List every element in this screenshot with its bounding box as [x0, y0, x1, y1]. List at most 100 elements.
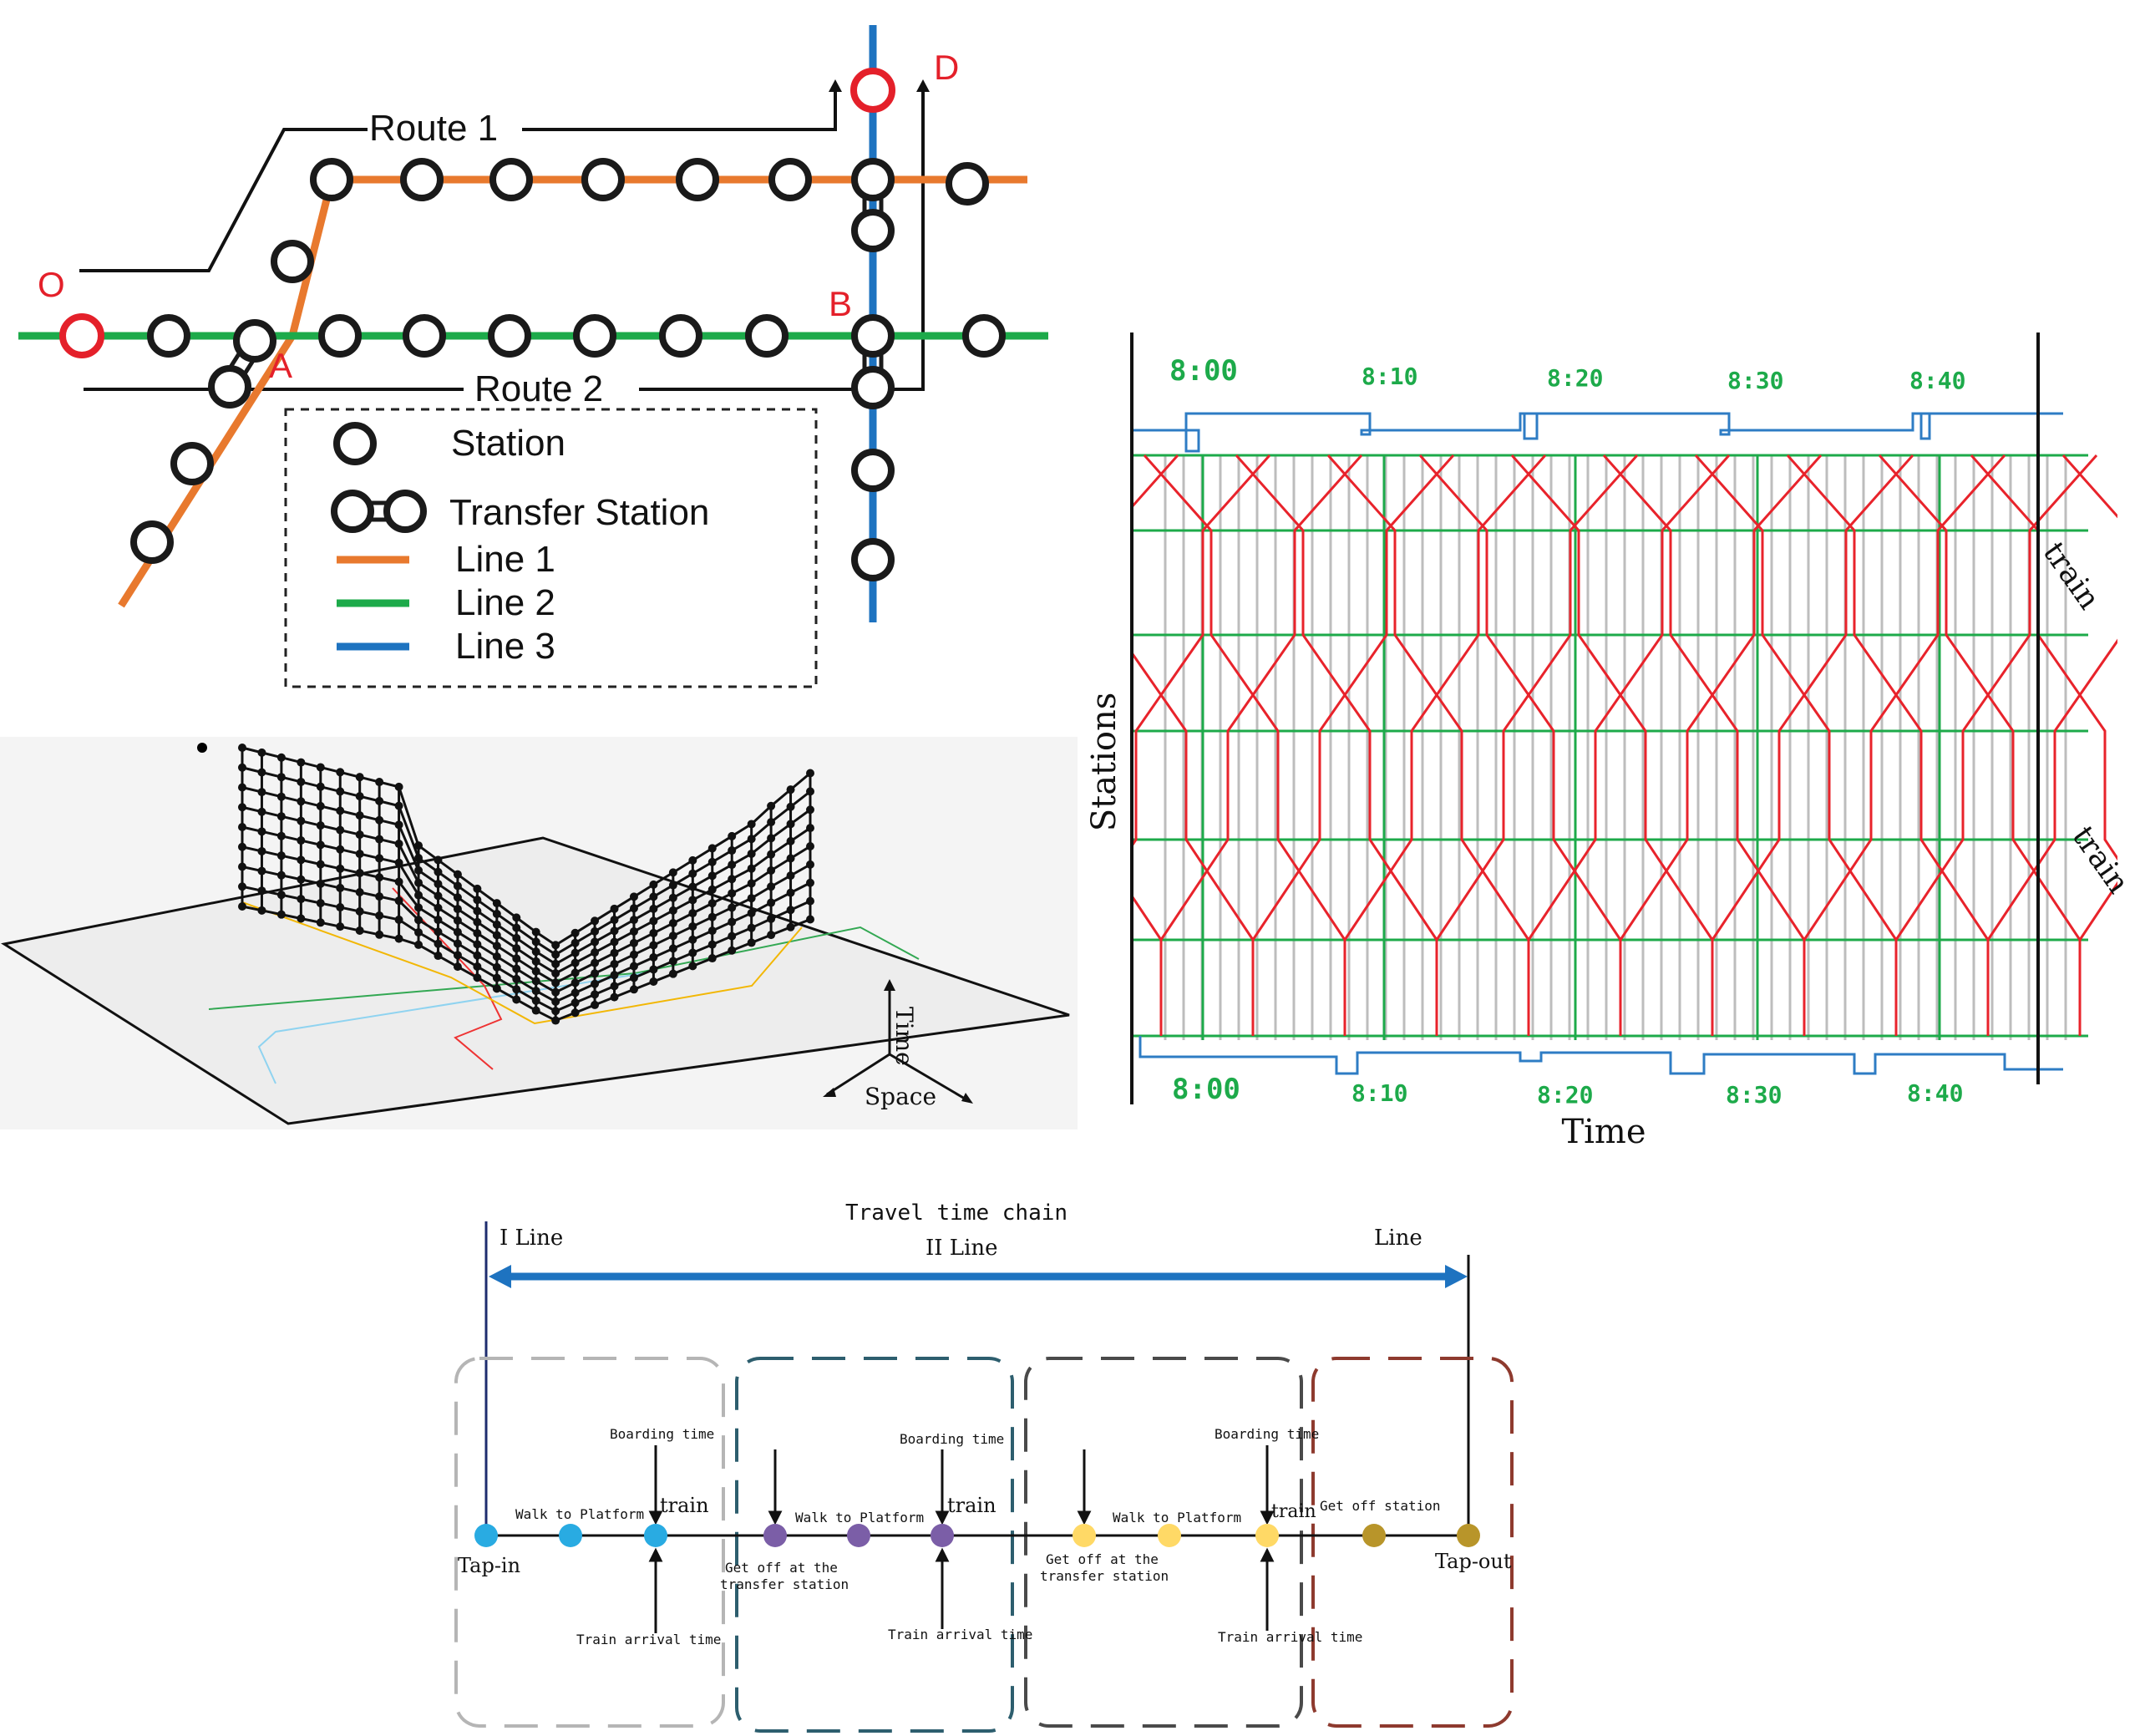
label-arrival-1: Train arrival time: [576, 1632, 721, 1647]
mesh-node: [414, 891, 423, 900]
chain-line-i: I Line: [500, 1226, 563, 1251]
label-getoff-2a: Get off at the: [1046, 1551, 1159, 1567]
train-path: [1602, 454, 1806, 1036]
mesh-node: [551, 1016, 560, 1025]
dot-walk-1: [559, 1524, 582, 1547]
mesh-node: [531, 937, 540, 947]
mesh-node: [512, 954, 521, 963]
mesh-node: [276, 871, 286, 880]
mesh-node: [414, 903, 423, 912]
mesh-node: [375, 892, 384, 901]
train-label-lower: train: [2066, 820, 2136, 900]
mesh-node: [728, 931, 737, 941]
bracket-bottom: [1138, 1036, 2063, 1075]
mesh-node: [531, 927, 540, 937]
route2-arrowhead: [916, 79, 930, 92]
mesh-node: [434, 939, 443, 948]
mesh-node: [786, 922, 795, 931]
mesh-node: [492, 942, 501, 951]
train-path: [2061, 454, 2117, 519]
mesh-node: [728, 889, 737, 898]
chain-line-third: Line: [1374, 1226, 1422, 1251]
mesh-node: [276, 792, 286, 801]
mesh-node: [591, 990, 600, 999]
station: [676, 158, 719, 201]
mesh-node: [355, 888, 364, 897]
mesh-node: [806, 860, 814, 869]
mesh-node: [707, 912, 717, 921]
mesh-node: [707, 940, 717, 949]
train-path: [1343, 454, 1547, 1036]
mesh-node: [316, 918, 325, 927]
train-path: [2078, 881, 2117, 1036]
mesh-node: [453, 951, 462, 960]
mesh-node: [336, 845, 345, 854]
mesh-node: [316, 840, 325, 850]
mesh-node: [473, 940, 482, 949]
mesh-node: [375, 854, 384, 863]
mesh-node: [276, 753, 286, 762]
mesh-node: [257, 788, 266, 797]
mesh-node: [297, 797, 306, 806]
mesh-node: [747, 923, 756, 932]
mesh-node: [394, 801, 403, 810]
mesh-node: [492, 973, 501, 982]
mesh-node: [473, 951, 482, 960]
timetable-minor-grid: [1164, 455, 2067, 1040]
mesh-node: [276, 812, 286, 821]
mesh-node: [434, 891, 443, 901]
label-arrival-3: Train arrival time: [1218, 1629, 1362, 1645]
mesh-node: [728, 917, 737, 926]
timetable-ylabel: Stations: [1085, 693, 1123, 832]
event-arrowhead: [935, 1510, 950, 1525]
train-path: [1986, 638, 2117, 1036]
label-getoff-1a: Get off at the: [725, 1560, 838, 1576]
mesh-node: [786, 871, 795, 881]
train-path: [1132, 454, 1271, 849]
station: [581, 158, 625, 201]
transfer-station: [851, 209, 895, 252]
mesh-node: [688, 869, 697, 878]
label-train-1: train: [660, 1494, 709, 1517]
time-label-bottom-1: 8:10: [1351, 1079, 1407, 1107]
train-path: [1694, 454, 1898, 1036]
mesh-node: [276, 773, 286, 782]
metro-map-panel: Route 1 Route 2: [18, 25, 1048, 688]
mesh-node: [434, 916, 443, 925]
route1-path-end: [522, 90, 837, 131]
mesh-node: [297, 875, 306, 884]
spacetime-axes: [826, 988, 970, 1103]
mesh-node: [375, 930, 384, 939]
mesh-node: [238, 823, 246, 831]
mesh-node: [591, 958, 600, 967]
mesh-node: [786, 854, 795, 863]
label-tap-out: Tap-out: [1435, 1550, 1512, 1573]
train-path: [1894, 454, 2098, 1036]
train-path: [1418, 454, 1622, 1036]
mesh-node: [316, 801, 325, 810]
route2-path-end: [639, 90, 925, 391]
mesh-node: [336, 864, 345, 873]
mesh-node: [238, 803, 246, 812]
station: [310, 158, 353, 201]
mesh-node: [297, 816, 306, 825]
mesh-node: [610, 959, 619, 968]
time-label-bottom-2: 8:20: [1537, 1081, 1593, 1109]
mesh-node: [591, 1000, 600, 1009]
mesh-node: [707, 899, 717, 908]
event-arrowhead: [1077, 1510, 1092, 1525]
stage-box-3: [1024, 1357, 1303, 1728]
mesh-node: [355, 850, 364, 859]
train-path: [1786, 454, 1990, 1036]
mesh-node: [649, 977, 658, 986]
timetable-panel: Stations Time train train 8:00 8:10 8:20…: [1085, 332, 2136, 1151]
label-a: A: [269, 346, 292, 385]
time-label-top-0: 8:00: [1169, 354, 1238, 388]
mesh-node: [512, 944, 521, 953]
mesh-node: [453, 916, 462, 925]
mesh-node: [591, 969, 600, 978]
mesh-node: [688, 855, 697, 865]
travel-chain-panel: Travel time chain I Line II Line Line Ta…: [454, 1200, 1514, 1733]
mesh-node: [473, 962, 482, 971]
mesh-node: [238, 902, 246, 911]
